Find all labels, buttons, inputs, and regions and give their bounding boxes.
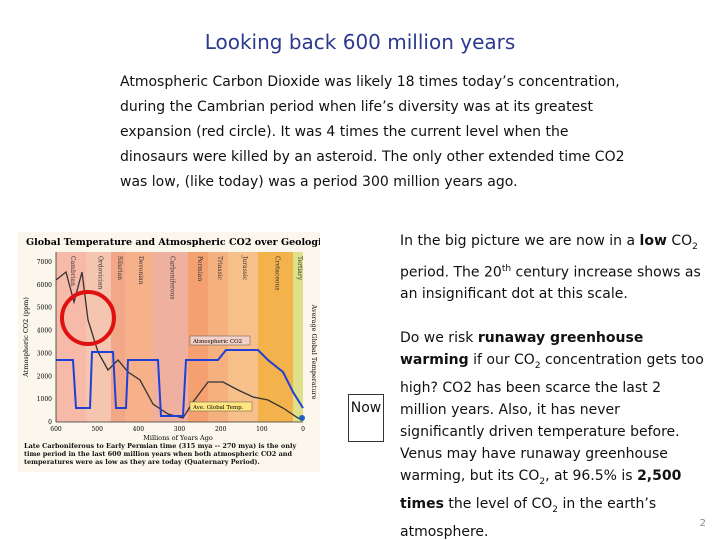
period-label: Permian xyxy=(196,256,203,281)
figure-title: Global Temperature and Atmospheric CO2 o… xyxy=(26,237,320,248)
text-run: , at 96.5% is xyxy=(545,468,638,485)
text-run: runaway greenhouse warming xyxy=(400,330,644,369)
y-tick-label: 7000 xyxy=(37,259,52,266)
x-tick-label: 200 xyxy=(215,426,227,433)
x-axis-label: Millions of Years Ago xyxy=(143,434,213,442)
y2-axis-label: Average Global Temperature xyxy=(310,304,318,400)
figure: Global Temperature and Atmospheric CO2 o… xyxy=(18,232,320,472)
text-run: century increase shows as an insignifica… xyxy=(400,264,701,303)
text-run: In the big picture we are now in a xyxy=(400,233,640,249)
text-run: low xyxy=(639,233,667,249)
text-run: Do we risk xyxy=(400,330,478,347)
x-tick-label: 500 xyxy=(91,426,103,433)
right-text: In the big picture we are now in a low C… xyxy=(400,230,705,540)
period-label: Ordovician xyxy=(97,256,104,289)
y-tick-label: 5000 xyxy=(37,305,52,312)
period-band xyxy=(258,252,293,422)
text-run: CO xyxy=(666,233,693,249)
x-tick-label: 100 xyxy=(256,426,268,433)
x-tick-label: 600 xyxy=(50,426,62,433)
text-run: 2 xyxy=(534,361,541,372)
figure-caption: Late Carboniferous to Early Permian time… xyxy=(24,442,297,466)
text-run: 2,500 times xyxy=(400,468,682,513)
y-tick-label: 1000 xyxy=(37,396,52,403)
y-tick-label: 0 xyxy=(48,419,52,426)
y-tick-label: 3000 xyxy=(37,350,52,357)
now-dot xyxy=(299,415,305,421)
text-run: period. The 20 xyxy=(400,264,502,281)
period-label: Devonian xyxy=(137,256,144,285)
period-label: Jurassic xyxy=(241,255,248,281)
paragraph: Do we risk runaway greenhouse warming if… xyxy=(400,327,705,540)
period-band xyxy=(293,252,303,422)
x-tick-label: 400 xyxy=(133,426,145,433)
text-run: in the earth’s atmosphere. xyxy=(400,496,657,540)
intro-text: Atmospheric Carbon Dioxide was likely 18… xyxy=(120,74,625,190)
period-label: Triassic xyxy=(216,256,223,280)
text-run: 2 xyxy=(692,241,698,252)
text-run: concentration gets too high? CO2 has bee… xyxy=(400,352,704,485)
legend-box xyxy=(189,401,253,412)
y-tick-label: 4000 xyxy=(37,328,52,335)
temp-curve xyxy=(56,349,304,417)
page-number: 2 xyxy=(699,518,706,529)
red-circle xyxy=(60,290,116,346)
legend-box xyxy=(189,335,251,346)
x-tick-label: 300 xyxy=(174,426,186,433)
period-band xyxy=(125,252,153,422)
slide-title: Looking back 600 million years xyxy=(204,30,516,54)
period-label: Silurian xyxy=(116,256,123,280)
paragraph: In the big picture we are now in a low C… xyxy=(400,230,705,305)
text-run: if our CO xyxy=(468,352,535,369)
period-label: Carboniferous xyxy=(169,256,176,299)
period-label: Cambrian xyxy=(69,256,76,286)
text-run: th xyxy=(501,263,512,274)
period-label: Tertiary xyxy=(296,256,303,281)
now-callout: Now xyxy=(348,394,384,442)
y-axis-label: Atmospheric CO2 (ppm) xyxy=(22,297,30,378)
legend-label: Ave. Global Temp. xyxy=(192,405,244,411)
text-run: the level of CO xyxy=(443,496,553,513)
text-run: 2 xyxy=(539,477,546,488)
y-tick-label: 2000 xyxy=(37,373,52,380)
period-label: Cretaceous xyxy=(274,256,281,290)
y-tick-label: 6000 xyxy=(37,282,52,289)
x-tick-label: 0 xyxy=(301,426,305,433)
text-run: 2 xyxy=(552,504,559,515)
legend: Atmospheric CO2 Ave. Global Temp. xyxy=(189,335,253,412)
legend-label: Atmospheric CO2 xyxy=(192,339,242,345)
